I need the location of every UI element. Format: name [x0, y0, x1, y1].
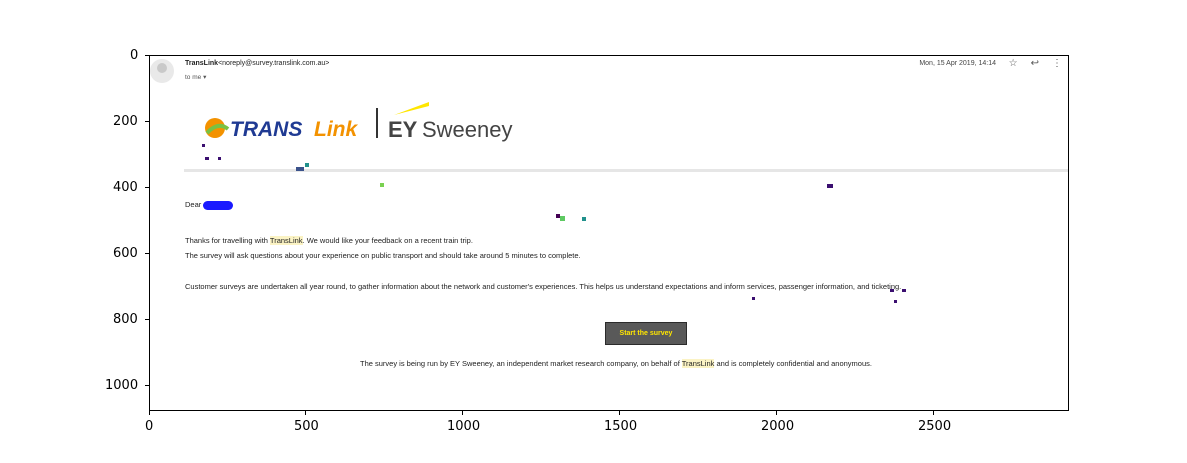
recipient-line[interactable]: to me ▾: [185, 73, 206, 81]
x-tick: [305, 411, 306, 415]
star-icon[interactable]: ☆: [1008, 58, 1018, 69]
ey-sweeney-logo: EY Sweeney: [376, 102, 513, 142]
y-tick-label: 600: [113, 246, 138, 261]
x-tick: [462, 411, 463, 415]
artifact-pixel: [560, 216, 565, 221]
artifact-pixel: [902, 289, 906, 292]
y-tick: [145, 253, 149, 254]
artifact-pixel: [894, 300, 897, 303]
y-tick-label: 200: [113, 114, 138, 129]
to-label: to me: [185, 74, 202, 81]
artifact-pixel: [296, 167, 304, 171]
x-tick-label: 2000: [761, 419, 795, 434]
email-date: Mon, 15 Apr 2019, 14:14: [919, 60, 996, 67]
translink-logo: TRANS Link: [205, 118, 358, 141]
y-tick-label: 0: [130, 48, 139, 63]
reply-icon[interactable]: ↩: [1030, 58, 1039, 69]
x-tick: [619, 411, 620, 415]
plot-axes: TransLink<noreply@survey.translink.com.a…: [149, 55, 1069, 411]
x-tick-label: 500: [294, 419, 319, 434]
y-tick-label: 800: [113, 312, 138, 327]
footer-highlight-translink: TransLink: [681, 359, 715, 368]
x-tick: [933, 411, 934, 415]
y-tick: [145, 121, 149, 122]
chevron-down-icon[interactable]: ▾: [203, 74, 207, 81]
artifact-pixel: [752, 297, 755, 300]
x-tick-label: 2500: [918, 419, 952, 434]
email-actions: ☆ ↩ ⋮: [1009, 58, 1062, 69]
artifact-pixel: [218, 157, 221, 160]
more-vert-icon[interactable]: ⋮: [1052, 58, 1062, 69]
sender-email: <noreply@survey.translink.com.au>: [218, 60, 330, 67]
y-tick: [145, 319, 149, 320]
footer-line: The survey is being run by EY Sweeney, a…: [360, 359, 872, 368]
greeting: Dear: [185, 200, 202, 209]
header-divider: [184, 169, 1068, 172]
artifact-pixel: [890, 289, 894, 292]
start-survey-button[interactable]: Start the survey: [605, 322, 687, 345]
redacted-name: [203, 200, 234, 210]
highlight-translink: TransLink: [269, 236, 303, 245]
x-tick-label: 1000: [447, 419, 481, 434]
y-tick: [145, 385, 149, 386]
artifact-pixel: [205, 157, 209, 160]
y-tick: [145, 187, 149, 188]
artifact-pixel: [380, 183, 384, 187]
svg-text:TRANS: TRANS: [230, 118, 302, 141]
artifact-pixel: [582, 217, 586, 221]
body-line-2: The survey will ask questions about your…: [185, 251, 581, 260]
sender-name: TransLink: [185, 60, 219, 67]
x-tick-label: 1500: [604, 419, 638, 434]
artifact-pixel: [556, 214, 560, 218]
artifact-pixel: [202, 144, 205, 147]
svg-text:EY: EY: [388, 117, 418, 142]
x-tick: [149, 411, 150, 415]
sender-line[interactable]: TransLink<noreply@survey.translink.com.a…: [185, 60, 329, 67]
body-line-1: Thanks for travelling with TransLink. We…: [185, 236, 473, 245]
y-tick-label: 400: [113, 180, 138, 195]
y-tick-label: 1000: [105, 378, 139, 393]
greeting-line: Dear: [185, 200, 234, 210]
x-tick-label: 0: [145, 419, 154, 434]
artifact-pixel: [827, 184, 833, 188]
svg-text:Link: Link: [314, 118, 358, 141]
body-line-3: Customer surveys are undertaken all year…: [185, 282, 902, 291]
email-view: TransLink<noreply@survey.translink.com.a…: [150, 56, 1068, 410]
y-tick: [145, 55, 149, 56]
x-tick: [776, 411, 777, 415]
avatar-icon: [150, 59, 174, 83]
artifact-pixel: [305, 163, 309, 167]
svg-text:Sweeney: Sweeney: [422, 117, 513, 142]
